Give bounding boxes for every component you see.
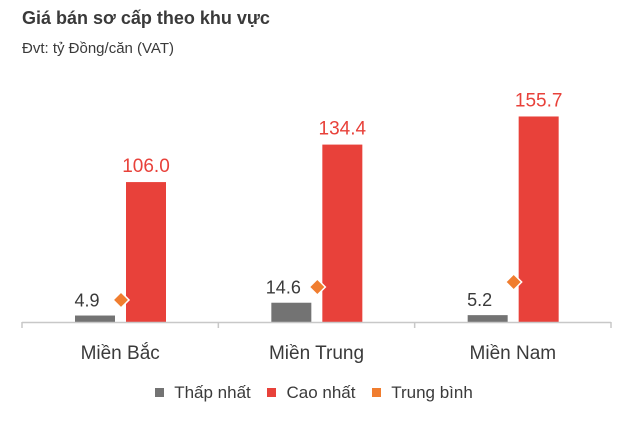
data-label-high: 155.7 [515, 90, 563, 111]
legend-swatch-high-icon [267, 388, 277, 397]
legend-swatch-avg-icon [372, 388, 382, 397]
chart-subtitle: Đvt: tỷ Đồng/căn (VAT) [22, 40, 174, 57]
avg-diamond-marker [111, 290, 131, 310]
x-axis-label: Miền Bắc [81, 342, 160, 364]
bar-high [322, 144, 363, 322]
bar-high [518, 116, 559, 322]
data-label-high: 106.0 [122, 156, 170, 177]
avg-diamond-marker [308, 277, 327, 297]
legend-label: Cao nhất [286, 382, 356, 402]
bar-low [271, 302, 312, 322]
legend-item-avg: Trung bình [372, 383, 473, 403]
data-label-low: 5.2 [467, 290, 492, 310]
bar-low [75, 315, 115, 322]
legend-label: Trung bình [391, 382, 473, 402]
data-label-low: 4.9 [74, 291, 99, 311]
bar-high [126, 182, 166, 322]
bar-low [467, 315, 508, 322]
avg-diamond-marker [504, 272, 523, 292]
legend-swatch-low-icon [155, 388, 165, 397]
data-label-low: 14.6 [266, 278, 301, 298]
legend-item-low: Thấp nhất [155, 383, 251, 403]
legend: Thấp nhất Cao nhất Trung bình [0, 382, 628, 403]
data-label-high: 134.4 [319, 119, 367, 140]
x-axis-label: Miền Nam [470, 343, 557, 364]
legend-item-high: Cao nhất [267, 383, 355, 403]
chart-title: Giá bán sơ cấp theo khu vực [22, 8, 270, 28]
x-axis-label: Miền Trung [269, 343, 364, 364]
legend-label: Thấp nhất [174, 382, 251, 402]
